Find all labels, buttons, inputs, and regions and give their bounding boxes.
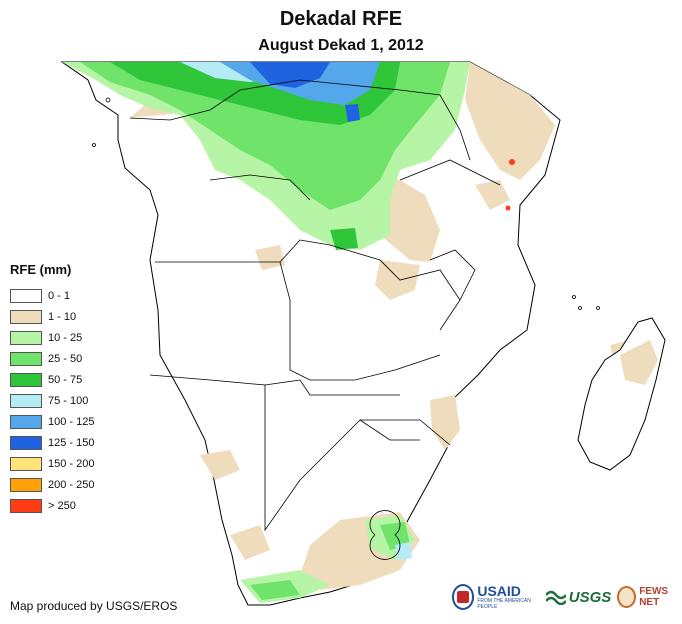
legend-swatch [10,435,42,450]
legend-item: 0 - 1 [10,285,94,306]
legend-item: 200 - 250 [10,474,94,495]
legend-items: 0 - 1 1 - 10 10 - 25 25 - 50 50 - 75 75 - 100… [10,285,94,516]
legend-swatch [10,288,42,303]
legend-title: RFE (mm) [10,262,72,277]
logos: USAID FROM THE AMERICAN PEOPLE USGS FEWS… [452,584,682,610]
africa-landmass [60,61,561,606]
legend-item: 1 - 10 [10,306,94,327]
legend-swatch [10,498,42,513]
legend-label: 75 - 100 [48,394,89,407]
usaid-seal-icon [452,584,475,610]
legend-label: 100 - 125 [48,415,95,428]
legend-item: 125 - 150 [10,432,94,453]
legend-label: 50 - 75 [48,373,83,386]
legend-item: > 250 [10,495,94,516]
country-borders [129,79,501,560]
usaid-logo: USAID FROM THE AMERICAN PEOPLE [452,584,540,610]
legend-label: 0 - 1 [48,289,71,302]
usaid-text: USAID [477,583,521,599]
madagascar-rain [620,340,658,385]
legend-label: 1 - 10 [48,310,77,323]
map-title: Dekadal RFE [279,8,403,30]
legend-label: 10 - 25 [48,331,83,344]
legend: RFE (mm) 0 - 1 1 - 10 10 - 25 25 - 50 50 - 7… [10,262,94,516]
legend-swatch [10,456,42,471]
madagascar [577,317,666,471]
legend-label: 125 - 150 [48,436,95,449]
usgs-wave-icon [545,590,566,605]
islands [92,97,600,310]
legend-swatch [10,414,42,429]
credit-text: Map produced by USGS/EROS [10,599,178,613]
legend-label: > 250 [48,499,76,512]
legend-item: 50 - 75 [10,369,94,390]
legend-label: 200 - 250 [48,478,95,491]
usaid-tagline: FROM THE AMERICAN PEOPLE [477,598,531,610]
legend-label: 150 - 200 [48,457,95,470]
usgs-logo: USGS [545,588,612,606]
map-subtitle: August Dekad 1, 2012 [258,37,424,54]
legend-item: 75 - 100 [10,390,94,411]
legend-item: 25 - 50 [10,348,94,369]
fews-globe-icon [617,586,637,608]
legend-item: 100 - 125 [10,411,94,432]
legend-swatch [10,393,42,408]
legend-item: 150 - 200 [10,453,94,474]
legend-swatch [10,330,42,345]
legend-item: 10 - 25 [10,327,94,348]
usgs-text: USGS [568,588,612,606]
rfe-125-150-zone [250,62,360,122]
legend-label: 25 - 50 [48,352,83,365]
fews-logo: FEWS NET [617,586,682,608]
legend-swatch [10,372,42,387]
legend-swatch [10,309,42,324]
legend-swatch [10,351,42,366]
legend-swatch [10,477,42,492]
fews-text: FEWS NET [639,586,669,608]
